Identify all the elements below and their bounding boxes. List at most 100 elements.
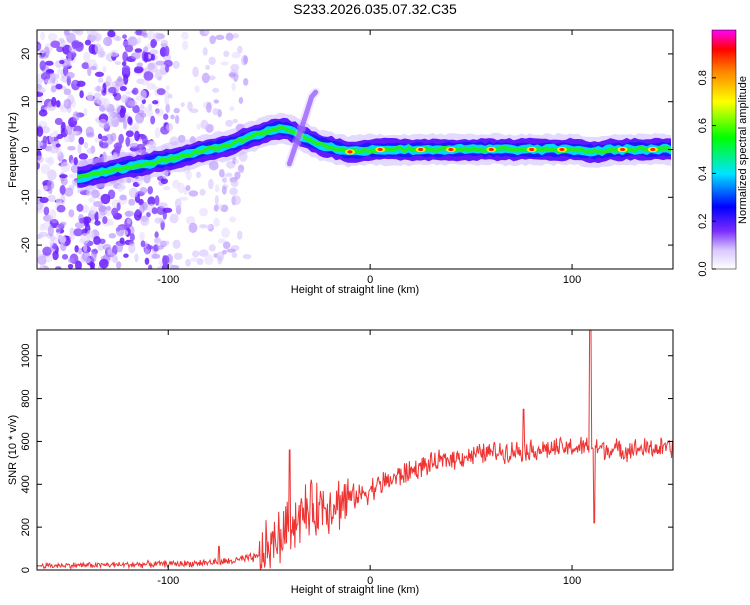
noise-blob — [198, 207, 209, 217]
snr-line — [37, 330, 673, 570]
noise-blob — [225, 172, 233, 177]
noise-blob — [82, 244, 88, 253]
noise-blob — [76, 203, 84, 212]
noise-blob — [146, 212, 151, 218]
y-tick-label: 0 — [20, 146, 32, 152]
ridge-hotspot-core — [448, 147, 454, 152]
noise-blob — [196, 123, 201, 130]
noise-blob — [135, 30, 143, 36]
noise-blob — [164, 45, 170, 57]
noise-blob — [202, 47, 208, 56]
noise-blob — [116, 261, 122, 269]
noise-blob — [185, 184, 191, 191]
noise-blob — [67, 52, 72, 61]
y-tick-label: 400 — [20, 475, 32, 493]
noise-blob — [234, 171, 241, 180]
ridge-hotspot-core — [347, 150, 353, 154]
noise-blob — [38, 87, 46, 94]
noise-blob — [125, 136, 131, 147]
noise-blob — [229, 216, 237, 223]
noise-blob — [99, 142, 109, 149]
noise-blob — [231, 51, 241, 59]
y-tick-label: 0 — [20, 567, 32, 573]
noise-blob — [119, 107, 126, 119]
noise-blob — [103, 36, 113, 47]
noise-blob — [83, 141, 89, 149]
noise-blob — [154, 195, 160, 206]
noise-blob — [150, 115, 156, 125]
noise-blob — [111, 207, 119, 217]
noise-blob — [213, 99, 220, 104]
noise-blob — [58, 37, 65, 44]
ridge-hotspot-core — [529, 147, 535, 152]
noise-blob — [216, 251, 225, 261]
noise-blob — [90, 219, 95, 224]
noise-blob — [192, 66, 199, 78]
noise-blob — [90, 65, 97, 71]
noise-blob — [181, 31, 189, 40]
noise-blob — [37, 253, 45, 264]
noise-blob — [40, 31, 46, 41]
noise-blob — [37, 189, 42, 196]
noise-blob — [173, 107, 180, 114]
noise-blob — [222, 249, 227, 255]
noise-blob — [168, 261, 173, 268]
ridge-hotspot-core — [377, 147, 383, 152]
noise-blob — [147, 103, 153, 111]
noise-blob — [221, 227, 231, 239]
noise-blob — [44, 157, 53, 164]
noise-blob — [147, 196, 156, 206]
noise-blob — [223, 50, 230, 58]
noise-blob — [155, 108, 165, 117]
noise-blob — [172, 239, 181, 249]
noise-blob — [139, 187, 148, 195]
ridge-streak-halo — [284, 87, 321, 169]
noise-blob — [185, 216, 196, 225]
noise-blob — [37, 155, 44, 164]
noise-blob — [52, 130, 59, 137]
noise-blob — [86, 229, 95, 241]
spectrogram-x-ticks: -100 0 100 — [157, 30, 581, 286]
snr-xlabel: Height of straight line (km) — [291, 584, 419, 596]
noise-blob — [115, 225, 125, 237]
noise-blob — [149, 49, 159, 55]
noise-blob — [60, 193, 66, 205]
ridge-streak — [286, 89, 319, 167]
noise-blob — [67, 257, 75, 263]
noise-blob — [110, 252, 117, 263]
noise-blob — [91, 189, 100, 199]
noise-blob — [139, 103, 145, 110]
noise-blob — [238, 96, 244, 104]
y-tick-label: -20 — [20, 237, 32, 253]
noise-blob — [174, 114, 180, 124]
ridge-hotspot-core — [418, 147, 424, 152]
noise-blob — [47, 194, 56, 203]
noise-blob — [77, 143, 82, 154]
noise-blob — [237, 230, 243, 240]
noise-blob — [100, 193, 111, 205]
noise-blob — [143, 51, 149, 63]
noise-blob — [88, 30, 99, 36]
noise-blob — [177, 182, 185, 194]
noise-blob — [37, 126, 44, 137]
noise-blob — [67, 146, 76, 151]
noise-blob — [121, 65, 131, 75]
noise-blob — [151, 253, 161, 259]
noise-blob — [214, 184, 220, 193]
noise-blob — [47, 225, 54, 237]
noise-blob — [64, 187, 74, 197]
noise-blob — [107, 30, 116, 38]
noise-blob — [150, 53, 156, 61]
noise-blob — [99, 238, 106, 245]
noise-blob — [37, 96, 44, 106]
noise-blob — [237, 45, 243, 54]
noise-blob — [142, 135, 148, 146]
noise-blob — [38, 109, 48, 117]
noise-blob — [115, 241, 124, 253]
noise-blob — [43, 185, 48, 191]
noise-blob — [146, 82, 157, 91]
noise-blob — [230, 63, 240, 72]
noise-blob — [158, 202, 168, 209]
noise-blob — [134, 253, 139, 263]
noise-blob — [72, 111, 80, 122]
